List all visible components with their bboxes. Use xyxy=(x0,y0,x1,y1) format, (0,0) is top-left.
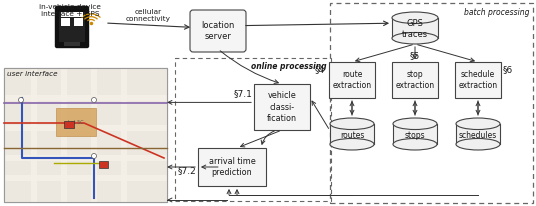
Bar xyxy=(91,68,97,202)
Text: user interface: user interface xyxy=(7,71,58,77)
Bar xyxy=(329,62,375,98)
Bar xyxy=(393,124,437,144)
Text: §7.1: §7.1 xyxy=(233,89,252,98)
Bar xyxy=(121,68,127,202)
FancyBboxPatch shape xyxy=(56,7,88,48)
Text: online processing: online processing xyxy=(251,62,327,70)
Bar xyxy=(4,68,167,202)
Text: §5: §5 xyxy=(410,52,420,61)
Text: stop
extraction: stop extraction xyxy=(396,70,435,90)
Bar xyxy=(392,18,438,38)
Ellipse shape xyxy=(456,118,500,130)
Bar xyxy=(74,18,83,26)
Bar xyxy=(254,84,310,130)
Bar xyxy=(456,124,500,144)
Circle shape xyxy=(92,97,96,103)
Text: location
server: location server xyxy=(202,21,235,41)
Ellipse shape xyxy=(330,118,374,130)
Bar xyxy=(4,155,167,161)
Text: Lot 5C: Lot 5C xyxy=(68,119,84,124)
Circle shape xyxy=(19,97,24,103)
Bar xyxy=(31,68,37,202)
Bar xyxy=(330,124,374,144)
Ellipse shape xyxy=(393,118,437,130)
Ellipse shape xyxy=(330,138,374,150)
Bar xyxy=(392,62,438,98)
Text: schedule
extraction: schedule extraction xyxy=(458,70,497,90)
Ellipse shape xyxy=(392,12,438,23)
Bar xyxy=(4,175,167,181)
Bar xyxy=(455,62,501,98)
Bar xyxy=(99,161,108,168)
Bar xyxy=(64,42,80,46)
Bar xyxy=(59,12,85,42)
Ellipse shape xyxy=(456,138,500,150)
Ellipse shape xyxy=(393,138,437,150)
Bar xyxy=(61,12,83,17)
Bar xyxy=(198,148,266,186)
Text: §6: §6 xyxy=(503,66,513,75)
Ellipse shape xyxy=(392,33,438,44)
Text: §4: §4 xyxy=(315,66,325,75)
FancyBboxPatch shape xyxy=(190,10,246,52)
Text: vehicle
classi-
fication: vehicle classi- fication xyxy=(267,91,297,123)
Text: arrival time
prediction: arrival time prediction xyxy=(209,157,255,177)
Circle shape xyxy=(92,153,96,158)
Bar xyxy=(4,95,167,101)
Text: schedules: schedules xyxy=(459,131,497,140)
Text: §7.2: §7.2 xyxy=(177,166,196,175)
Bar xyxy=(4,68,167,202)
Bar xyxy=(61,68,67,202)
Text: stops: stops xyxy=(405,131,425,140)
Bar xyxy=(4,68,167,202)
Text: routes: routes xyxy=(340,131,364,140)
Text: in-vehicle device
interface + GPS: in-vehicle device interface + GPS xyxy=(39,4,101,17)
Bar xyxy=(4,125,167,131)
Bar xyxy=(64,121,74,128)
Text: cellular
connectivity: cellular connectivity xyxy=(125,9,170,22)
Text: batch processing: batch processing xyxy=(465,7,530,16)
Bar xyxy=(56,108,96,136)
Text: GPS
traces: GPS traces xyxy=(402,19,428,40)
Text: route
extraction: route extraction xyxy=(332,70,371,90)
Bar xyxy=(61,18,70,26)
